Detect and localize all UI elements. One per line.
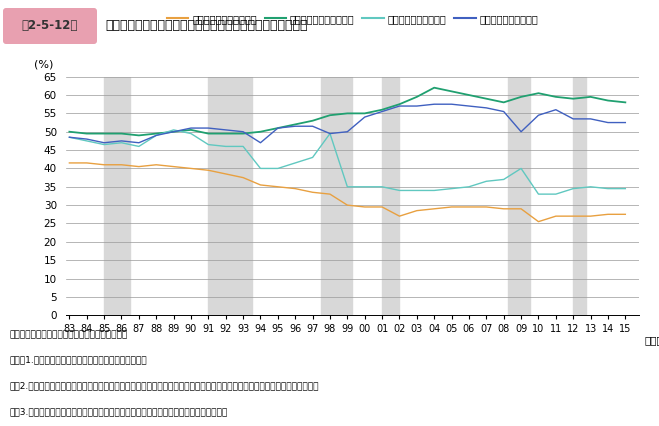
Bar <box>208 77 252 315</box>
Bar <box>573 77 587 315</box>
Bar <box>322 77 352 315</box>
Bar <box>104 77 130 315</box>
Text: （注）1.中小企業の定義は、中小企業基本法上による。: （注）1.中小企業の定義は、中小企業基本法上による。 <box>10 356 148 365</box>
Legend: 中小企業借入金増加企業, 中小企業借入金減少企業, 大企業借入金増加企業, 大企業借入金減少企業: 中小企業借入金増加企業, 中小企業借入金減少企業, 大企業借入金増加企業, 大企… <box>163 10 542 28</box>
Text: 借入金が増加している企業と減少している企業の割合の推移: 借入金が増加している企業と減少している企業の割合の推移 <box>105 20 308 32</box>
FancyBboxPatch shape <box>3 8 97 44</box>
Bar <box>382 77 399 315</box>
Text: 2.期末に金融機関からの借入金（短期金融機関借入金、長期金融機関借入金、社債の合計）のある企業のみ集計している。: 2.期末に金融機関からの借入金（短期金融機関借入金、長期金融機関借入金、社債の合… <box>10 381 320 390</box>
Text: 第2-5-12図: 第2-5-12図 <box>22 20 78 32</box>
Bar <box>508 77 530 315</box>
Text: （年期）: （年期） <box>645 336 659 345</box>
Text: (%): (%) <box>34 60 54 69</box>
Text: 資料：財務省「法人企業統計調査季報」再編加工: 資料：財務省「法人企業統計調査季報」再編加工 <box>10 330 128 339</box>
Text: 3.グラフのシャドー部分は内閣府の景気基準日付に基づく景気後退期を示している。: 3.グラフのシャドー部分は内閣府の景気基準日付に基づく景気後退期を示している。 <box>10 407 228 416</box>
